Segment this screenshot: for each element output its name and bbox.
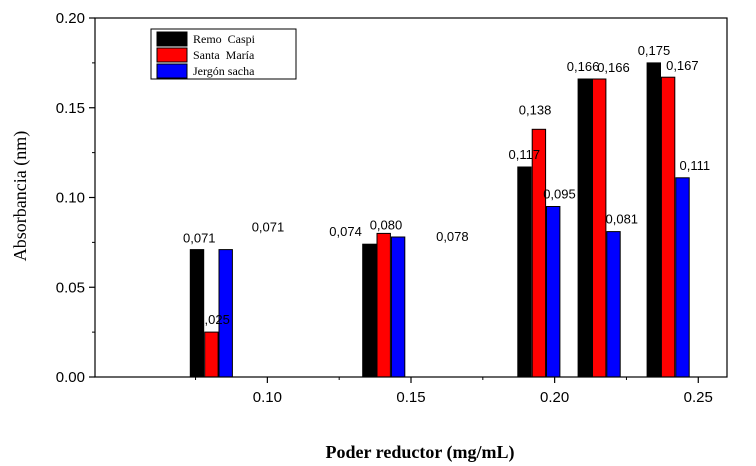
data-label-2-1: 0,025 [197, 312, 230, 327]
bar-1-5 [646, 62, 661, 378]
y-tick-label-2: 0.10 [56, 190, 85, 207]
legend: Remo Caspi Santa María Jergón sacha [150, 28, 297, 80]
bar-2-5 [660, 76, 676, 378]
bar-3-5 [675, 177, 690, 378]
bars-layer [189, 62, 690, 378]
bar-2-3 [531, 128, 547, 378]
data-label-3-4: 0,081 [606, 212, 639, 227]
legend-swatch-3 [156, 63, 188, 79]
data-label-3-3: 0,095 [543, 187, 576, 202]
y-tick-label-4: 0.20 [56, 10, 85, 27]
bar-3-2 [390, 236, 406, 378]
x-tick-label-1: 0.15 [396, 389, 425, 406]
legend-swatch-2 [156, 47, 188, 63]
data-label-1-2: 0,074 [329, 224, 362, 239]
data-label-1-4: 0,166 [567, 59, 600, 74]
bar-3-3 [546, 206, 561, 378]
bar-2-4 [592, 78, 607, 378]
data-label-1-3: 0,117 [509, 147, 541, 162]
data-label-2-3: 0,138 [519, 102, 552, 117]
x-tick-label-0: 0.10 [253, 389, 282, 406]
data-labels-layer: 0,071 0,074 0,117 0,166 0,175 0,025 0,080 0,138… [183, 43, 710, 327]
data-label-1-5: 0,175 [638, 43, 671, 58]
bar-1-2 [362, 243, 377, 378]
x-tick-label-3: 0.25 [684, 389, 713, 406]
data-label-3-2: 0,078 [436, 229, 469, 244]
legend-label-3: Jergón sacha [193, 64, 255, 78]
y-axis-title: Absorbancia (nm) [10, 131, 31, 261]
legend-label-1: Remo Caspi [193, 32, 256, 46]
legend-swatch-1 [156, 31, 188, 47]
y-tick-label-0: 0.00 [56, 369, 85, 386]
bar-2-1 [204, 331, 219, 378]
y-tick-label-1: 0.05 [56, 279, 85, 296]
x-tick-label-2: 0.20 [540, 389, 569, 406]
axes-layer: 0.00 0.05 0.10 0.15 0.20 0.10 0.15 0.20 0.25 [56, 10, 728, 406]
bar-2-2 [376, 232, 391, 378]
data-label-3-1: 0,071 [252, 220, 285, 235]
bar-3-4 [606, 231, 621, 378]
y-tick-label-3: 0.15 [56, 100, 85, 117]
legend-label-2: Santa María [193, 48, 255, 62]
data-label-2-2: 0,080 [370, 217, 403, 232]
data-label-2-5: 0,167 [666, 58, 699, 73]
bar-1-4 [577, 78, 592, 378]
data-label-2-4: 0,166 [597, 60, 630, 75]
data-label-3-5: 0,111 [680, 158, 711, 173]
x-axis-title: Poder reductor (mg/mL) [326, 442, 515, 463]
data-label-1-1: 0,071 [183, 231, 216, 246]
bar-1-3 [517, 166, 532, 378]
